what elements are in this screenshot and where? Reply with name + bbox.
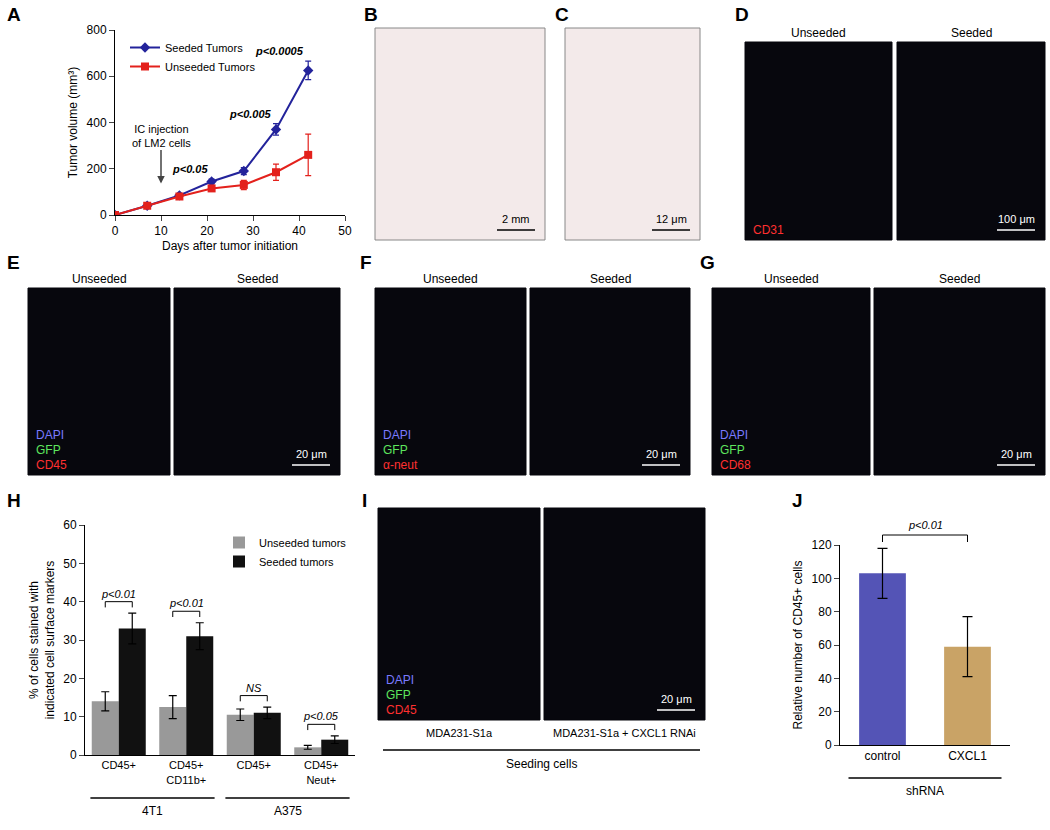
- svg-text:800: 800: [87, 23, 107, 37]
- svg-text:Unseeded: Unseeded: [791, 26, 846, 40]
- svg-text:120: 120: [812, 538, 832, 552]
- svg-text:MDA231-S1a: MDA231-S1a: [426, 727, 493, 739]
- svg-text:Seeded: Seeded: [237, 272, 278, 286]
- svg-text:Unseeded Tumors: Unseeded Tumors: [165, 61, 255, 73]
- svg-text:I: I: [362, 490, 367, 511]
- svg-text:12 μm: 12 μm: [656, 213, 687, 225]
- svg-text:CXCL1: CXCL1: [948, 749, 987, 763]
- svg-text:GFP: GFP: [720, 443, 745, 457]
- svg-text:20 μm: 20 μm: [661, 693, 692, 705]
- svg-text:Unseeded tumors: Unseeded tumors: [259, 537, 346, 549]
- svg-text:Unseeded: Unseeded: [764, 272, 819, 286]
- svg-text:100: 100: [812, 572, 832, 586]
- svg-text:E: E: [7, 252, 20, 273]
- svg-text:CD45+: CD45+: [236, 759, 271, 771]
- svg-text:30: 30: [246, 224, 260, 238]
- svg-text:DAPI: DAPI: [720, 428, 748, 442]
- svg-text:2 mm: 2 mm: [502, 213, 530, 225]
- svg-text:0: 0: [825, 738, 832, 752]
- svg-text:CD45: CD45: [386, 703, 417, 717]
- svg-text:100 μm: 100 μm: [998, 213, 1035, 225]
- svg-text:80: 80: [818, 605, 832, 619]
- svg-text:40: 40: [63, 595, 77, 609]
- svg-text:Seeded tumors: Seeded tumors: [259, 556, 334, 568]
- svg-text:J: J: [792, 490, 803, 511]
- svg-text:20 μm: 20 μm: [646, 448, 677, 460]
- svg-text:CD68: CD68: [720, 458, 751, 472]
- svg-text:H: H: [7, 490, 21, 511]
- svg-text:40: 40: [818, 672, 832, 686]
- svg-text:GFP: GFP: [36, 443, 61, 457]
- svg-text:0: 0: [100, 208, 107, 222]
- svg-text:Tumor volume (mm³): Tumor volume (mm³): [66, 67, 80, 179]
- svg-text:CD45+: CD45+: [101, 759, 136, 771]
- svg-text:20: 20: [818, 705, 832, 719]
- svg-text:Seeded: Seeded: [590, 272, 631, 286]
- svg-text:20 μm: 20 μm: [296, 448, 327, 460]
- svg-text:Seeding cells: Seeding cells: [506, 757, 577, 771]
- svg-text:DAPI: DAPI: [36, 428, 64, 442]
- svg-text:20: 20: [63, 672, 77, 686]
- svg-text:MDA231-S1a + CXCL1 RNAi: MDA231-S1a + CXCL1 RNAi: [553, 727, 696, 739]
- svg-text:p<0.0005: p<0.0005: [255, 45, 304, 57]
- svg-text:NS: NS: [246, 682, 262, 694]
- svg-text:p<0.01: p<0.01: [169, 597, 204, 609]
- svg-text:0: 0: [112, 224, 119, 238]
- svg-text:DAPI: DAPI: [383, 428, 411, 442]
- svg-text:shRNA: shRNA: [906, 784, 944, 798]
- svg-text:40: 40: [292, 224, 306, 238]
- svg-text:60: 60: [818, 638, 832, 652]
- svg-text:Seeded: Seeded: [939, 272, 980, 286]
- svg-text:DAPI: DAPI: [386, 673, 414, 687]
- svg-text:30: 30: [63, 633, 77, 647]
- svg-text:Days after tumor initiation: Days after tumor initiation: [162, 239, 298, 253]
- svg-text:D: D: [735, 4, 749, 25]
- svg-text:Unseeded: Unseeded: [72, 272, 127, 286]
- svg-text:50: 50: [338, 224, 352, 238]
- svg-text:IC injectionof LM2 cells: IC injectionof LM2 cells: [132, 123, 191, 149]
- svg-text:p<0.05: p<0.05: [172, 163, 208, 175]
- svg-text:B: B: [364, 4, 378, 25]
- svg-text:Relative number of CD45+ cells: Relative number of CD45+ cells: [791, 560, 805, 729]
- svg-text:A375: A375: [274, 804, 302, 818]
- svg-text:CD31: CD31: [753, 223, 784, 237]
- svg-text:600: 600: [87, 69, 107, 83]
- svg-text:4T1: 4T1: [142, 804, 163, 818]
- svg-text:Unseeded: Unseeded: [423, 272, 478, 286]
- svg-text:p<0.005: p<0.005: [229, 108, 272, 120]
- svg-text:% of cells stained withindicat: % of cells stained withindicated cell su…: [27, 561, 57, 720]
- svg-text:CD45+Neut+: CD45+Neut+: [304, 759, 339, 785]
- svg-text:F: F: [360, 252, 372, 273]
- svg-text:G: G: [700, 252, 715, 273]
- svg-text:GFP: GFP: [383, 443, 408, 457]
- svg-text:p<0.05: p<0.05: [303, 710, 339, 722]
- svg-text:α-neut: α-neut: [383, 458, 418, 472]
- svg-text:CD45: CD45: [36, 458, 67, 472]
- svg-text:C: C: [555, 4, 569, 25]
- svg-text:CD45+CD11b+: CD45+CD11b+: [166, 759, 206, 785]
- svg-text:400: 400: [87, 116, 107, 130]
- svg-text:20 μm: 20 μm: [1001, 448, 1032, 460]
- svg-text:20: 20: [200, 224, 214, 238]
- svg-text:50: 50: [63, 557, 77, 571]
- svg-text:200: 200: [87, 162, 107, 176]
- svg-text:10: 10: [63, 710, 77, 724]
- svg-text:p<0.01: p<0.01: [908, 519, 943, 531]
- svg-text:Seeded Tumors: Seeded Tumors: [165, 42, 243, 54]
- svg-text:10: 10: [154, 224, 168, 238]
- svg-text:control: control: [864, 749, 900, 763]
- svg-text:0: 0: [70, 748, 77, 762]
- svg-text:p<0.01: p<0.01: [101, 588, 136, 600]
- svg-text:A: A: [7, 4, 21, 25]
- svg-text:GFP: GFP: [386, 688, 411, 702]
- svg-text:60: 60: [63, 518, 77, 532]
- svg-text:Seeded: Seeded: [951, 26, 992, 40]
